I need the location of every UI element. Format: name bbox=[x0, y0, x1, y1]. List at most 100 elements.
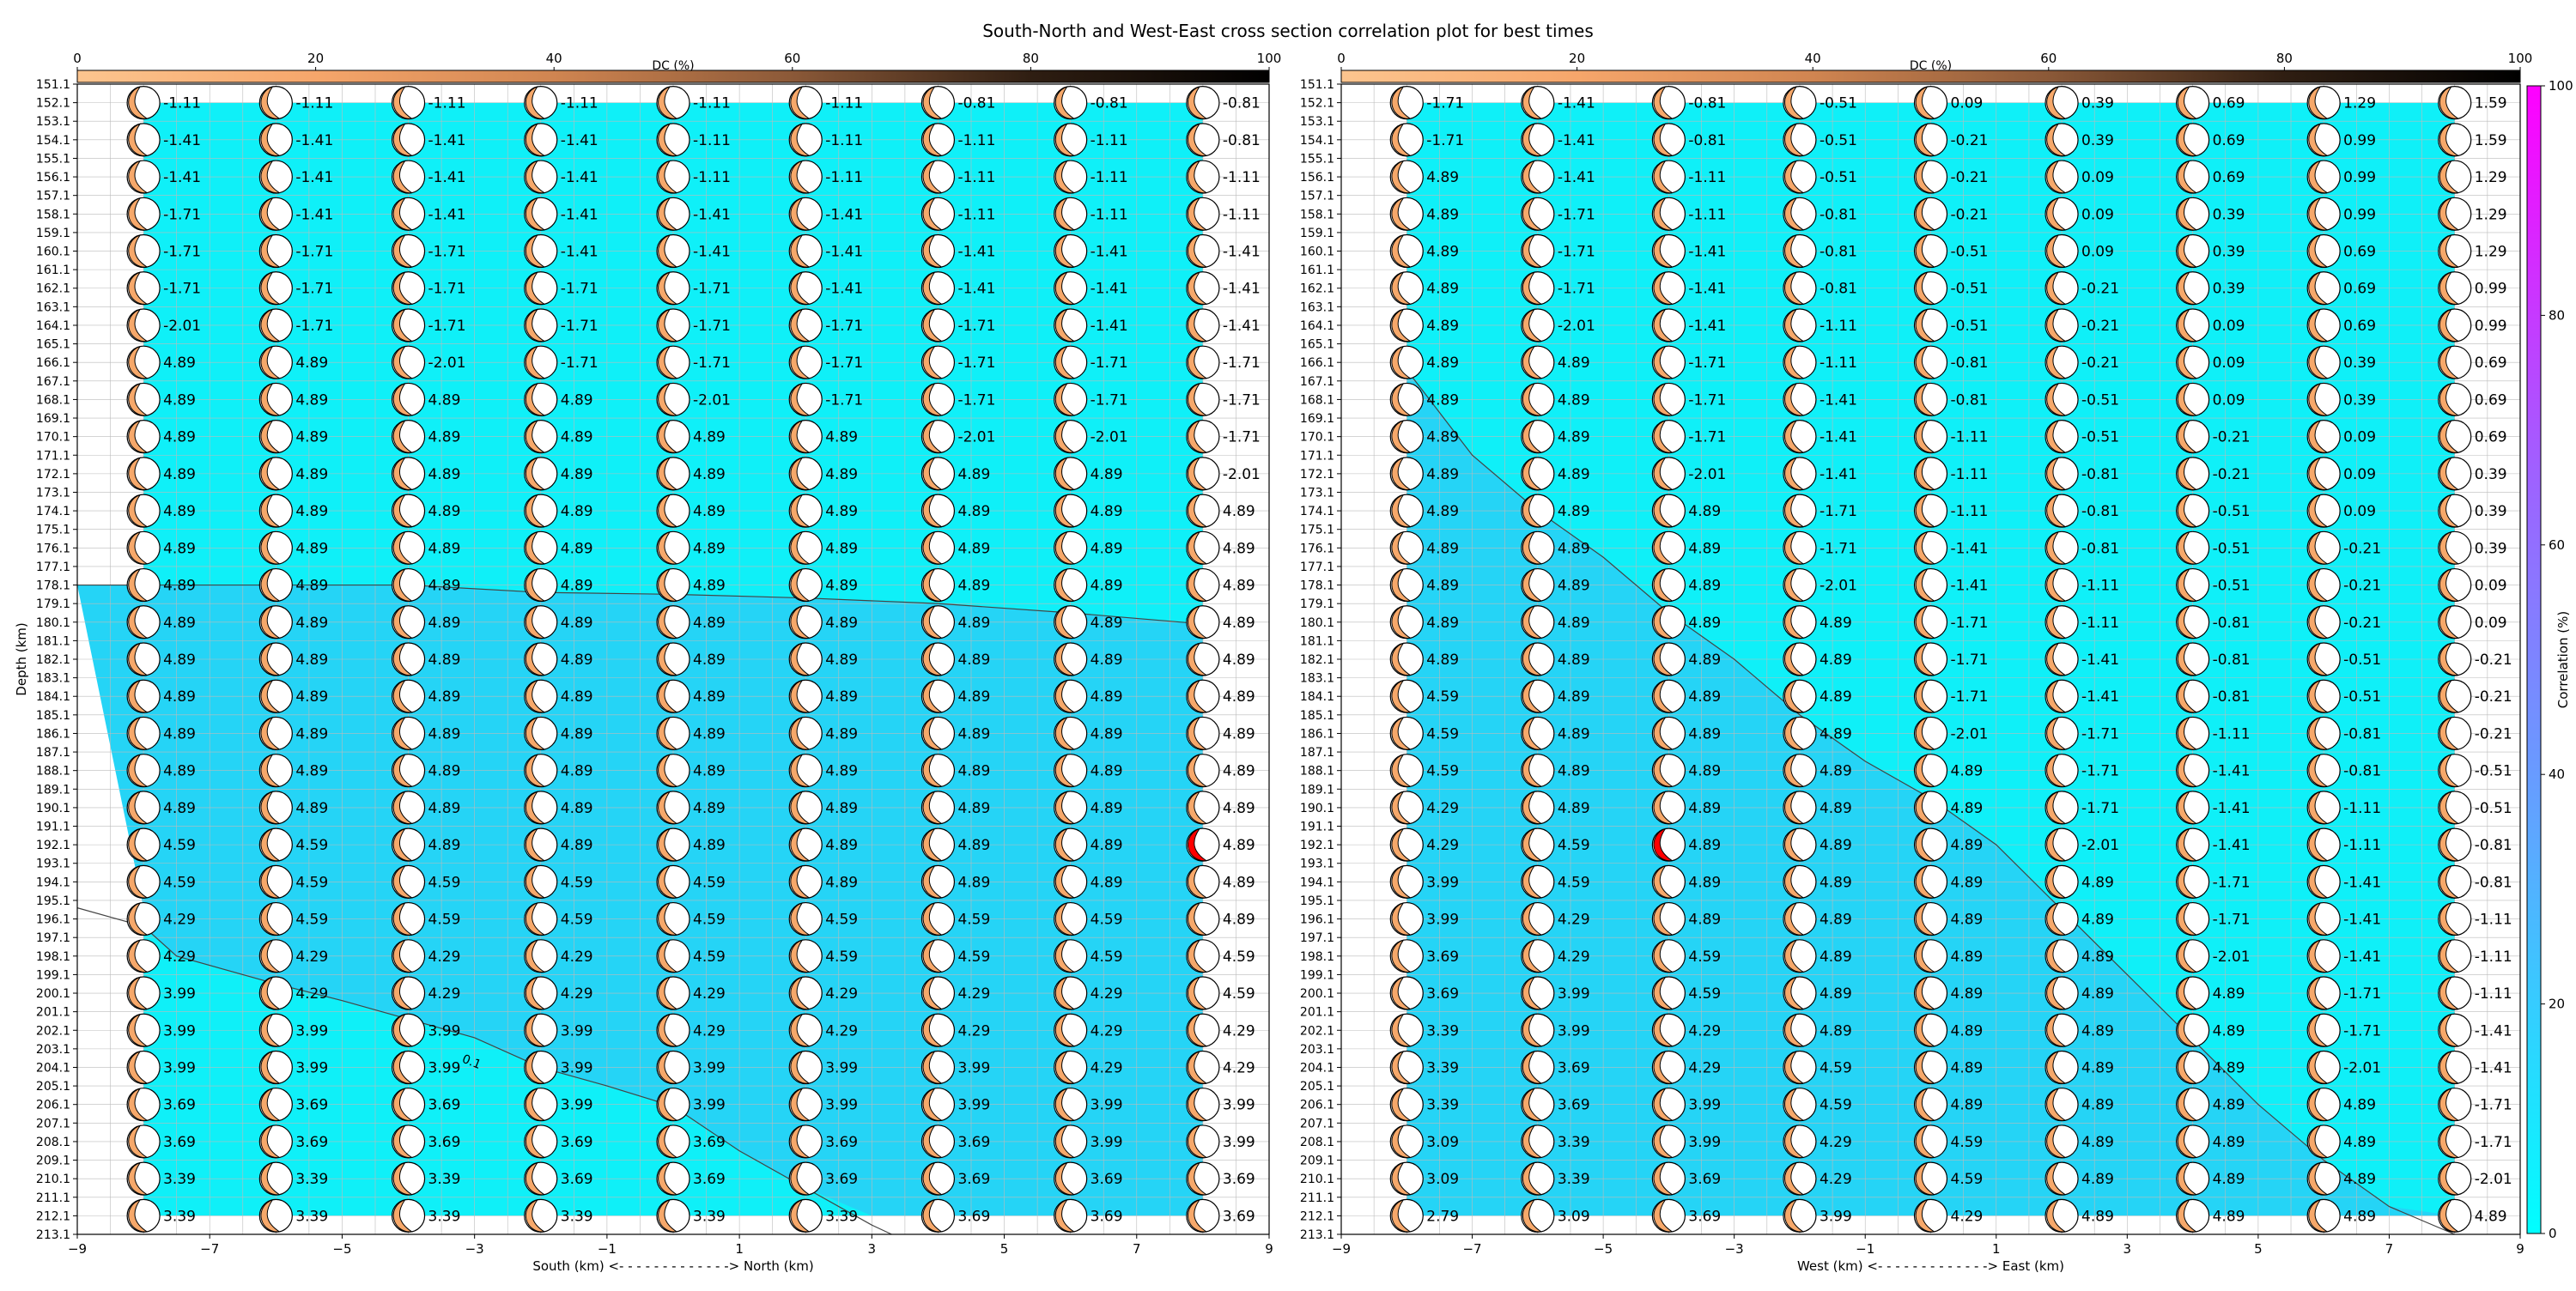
cell-value-label: -0.51 bbox=[1820, 132, 1857, 149]
cell-value-label: -2.01 bbox=[693, 391, 731, 409]
cell-value-label: -1.71 bbox=[2343, 985, 2381, 1003]
cell-value-label: 4.89 bbox=[825, 837, 858, 854]
cell-value-label: -0.81 bbox=[2213, 615, 2251, 632]
cell-value-label: 4.89 bbox=[295, 503, 328, 520]
beachball bbox=[126, 457, 161, 491]
beachball-compression-quadrant bbox=[2177, 1124, 2198, 1159]
cell-value-label: -1.11 bbox=[2475, 949, 2512, 966]
beachball-compression-quadrant bbox=[1915, 383, 1935, 416]
cell-value-label: 4.89 bbox=[957, 874, 990, 891]
beachball bbox=[524, 420, 558, 454]
beachball-compression-quadrant bbox=[2439, 530, 2460, 565]
beachball-compression-quadrant bbox=[392, 1161, 413, 1196]
cell-value-label: -1.41 bbox=[1558, 95, 1595, 112]
cell-value-label: 3.39 bbox=[825, 1208, 858, 1225]
beachball-compression-quadrant bbox=[922, 939, 943, 973]
beachball-compression-quadrant bbox=[2046, 1124, 2067, 1159]
beachball bbox=[2176, 567, 2210, 603]
cell-value-label: 4.89 bbox=[1426, 652, 1459, 669]
beachball bbox=[1054, 160, 1088, 194]
x-tick-label: 9 bbox=[2516, 1241, 2524, 1257]
beachball bbox=[1913, 901, 1948, 936]
cell-value-label: 0.69 bbox=[2213, 169, 2245, 186]
cell-value-label: 4.89 bbox=[1223, 725, 1255, 742]
y-tick-label: 168.1 bbox=[36, 393, 70, 407]
beachball bbox=[391, 1161, 426, 1196]
beachball-compression-quadrant bbox=[2308, 234, 2329, 268]
y-tick-label: 209.1 bbox=[1300, 1155, 1334, 1168]
cell-value-label: 4.89 bbox=[1820, 949, 1852, 966]
beachball bbox=[2044, 1124, 2079, 1159]
beachball bbox=[920, 197, 956, 231]
y-tick-label: 173.1 bbox=[1300, 486, 1334, 500]
beachball bbox=[524, 86, 558, 120]
cell-value-label: 4.89 bbox=[2213, 1059, 2245, 1076]
beachball-compression-quadrant bbox=[1784, 791, 1805, 825]
cell-value-label: 4.89 bbox=[1223, 874, 1255, 891]
beachball bbox=[126, 791, 161, 825]
beachball bbox=[920, 530, 956, 565]
beachball-compression-quadrant bbox=[1784, 123, 1805, 156]
cell-value-label: 4.89 bbox=[163, 391, 196, 409]
beachball-compression-quadrant bbox=[790, 1051, 811, 1084]
beachball bbox=[258, 1013, 293, 1047]
beachball-compression-quadrant bbox=[2439, 234, 2460, 268]
beachball bbox=[656, 901, 690, 936]
y-tick-label: 182.1 bbox=[36, 653, 70, 667]
beachball-compression-quadrant bbox=[2046, 494, 2067, 528]
beachball-compression-quadrant bbox=[2439, 754, 2460, 787]
beachball bbox=[1054, 86, 1088, 120]
cell-value-label: -1.71 bbox=[428, 318, 466, 335]
beachball bbox=[2176, 271, 2210, 306]
beachball bbox=[1389, 679, 1424, 713]
cell-value-label: 4.29 bbox=[957, 985, 990, 1003]
beachball-compression-quadrant bbox=[392, 1198, 413, 1233]
beachball bbox=[524, 1124, 558, 1159]
beachball bbox=[1521, 754, 1555, 788]
cell-value-label: -0.21 bbox=[2081, 318, 2119, 335]
beachball bbox=[788, 567, 823, 603]
beachball bbox=[1389, 197, 1424, 231]
cell-value-label: -2.01 bbox=[2475, 1171, 2512, 1188]
beachball bbox=[1651, 1124, 1686, 1159]
y-tick-label: 174.1 bbox=[36, 505, 70, 518]
beachball-compression-quadrant bbox=[1188, 420, 1208, 453]
beachball bbox=[656, 1124, 690, 1159]
beachball bbox=[126, 567, 161, 603]
beachball bbox=[258, 567, 293, 603]
beachball bbox=[656, 716, 690, 751]
beachball-compression-quadrant bbox=[525, 197, 546, 231]
cell-value-label: -0.51 bbox=[2081, 391, 2119, 409]
beachball bbox=[524, 308, 558, 342]
beachball bbox=[1913, 420, 1948, 454]
beachball bbox=[1521, 86, 1555, 120]
cell-value-label: -0.21 bbox=[2343, 540, 2381, 557]
beachball bbox=[391, 1050, 426, 1085]
cell-value-label: 0.69 bbox=[2213, 132, 2245, 149]
cell-value-label: 4.89 bbox=[1820, 985, 1852, 1003]
cell-value-label: 4.89 bbox=[1820, 652, 1852, 669]
beachball-compression-quadrant bbox=[2177, 754, 2198, 787]
cell-value-label: 4.89 bbox=[693, 652, 726, 669]
best-beachball-quadrant bbox=[1188, 827, 1208, 862]
panel-south-north: 0.1-1.11 -1.11 -1.11 -1.11 -1.11 -1.11 -0.81 -0… bbox=[14, 51, 1281, 1274]
y-tick-label: 165.1 bbox=[36, 338, 70, 352]
beachball bbox=[2438, 1050, 2472, 1085]
cell-value-label: -1.11 bbox=[1091, 132, 1128, 149]
beachball-compression-quadrant bbox=[1054, 902, 1076, 936]
beachball-compression-quadrant bbox=[128, 420, 149, 453]
beachball bbox=[656, 494, 690, 528]
beachball-compression-quadrant bbox=[2177, 197, 2198, 231]
beachball-compression-quadrant bbox=[2177, 308, 2198, 342]
beachball bbox=[258, 976, 293, 1010]
cell-value-label: -1.41 bbox=[1688, 244, 1726, 261]
cell-value-label: 3.99 bbox=[1688, 1097, 1721, 1114]
beachball-compression-quadrant bbox=[128, 86, 149, 119]
beachball-compression-quadrant bbox=[1054, 1051, 1076, 1084]
y-tick-label: 153.1 bbox=[36, 115, 70, 129]
beachball-compression-quadrant bbox=[790, 383, 811, 416]
beachball bbox=[1389, 420, 1424, 454]
beachball bbox=[1521, 308, 1555, 342]
beachball-compression-quadrant bbox=[2308, 717, 2329, 750]
cell-value-label: 3.99 bbox=[163, 985, 196, 1003]
